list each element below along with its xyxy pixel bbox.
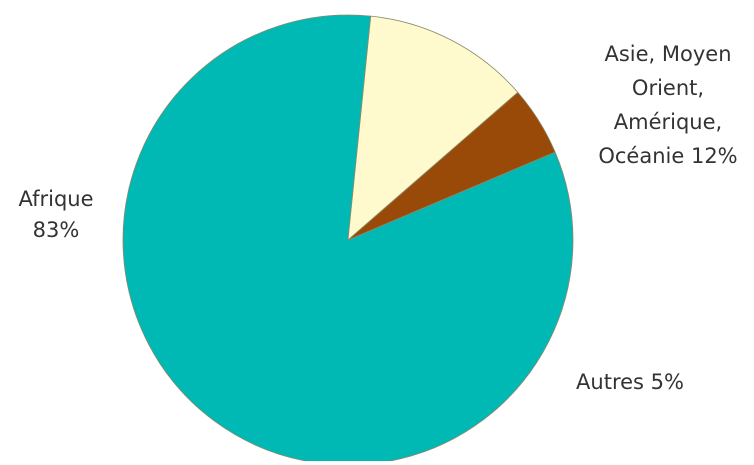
slices-layer bbox=[122, 14, 574, 465]
data-label-line: Autres 5% bbox=[576, 370, 684, 394]
label-afrique: Afrique 83% bbox=[18, 187, 93, 242]
label-asie-moyen-orient-amerique-oceanie: Asie, Moyen Orient, Amérique, Océanie 12% bbox=[598, 42, 737, 168]
slice-autres bbox=[347, 91, 556, 241]
data-label-line: Amérique, bbox=[614, 110, 722, 134]
label-autres: Autres 5% bbox=[576, 370, 684, 394]
data-label-line: Asie, Moyen bbox=[604, 42, 731, 66]
labels-layer: Afrique 83% Asie, Moyen Orient, Amérique, Océ… bbox=[18, 42, 737, 394]
data-label-line: Océanie 12% bbox=[598, 144, 737, 168]
slice-asie-moyen-orient-amerique-oceanie bbox=[347, 15, 519, 241]
data-label-line: Orient, bbox=[632, 76, 704, 100]
data-label-line: 83% bbox=[33, 218, 80, 242]
data-label-line: Afrique bbox=[18, 187, 93, 211]
